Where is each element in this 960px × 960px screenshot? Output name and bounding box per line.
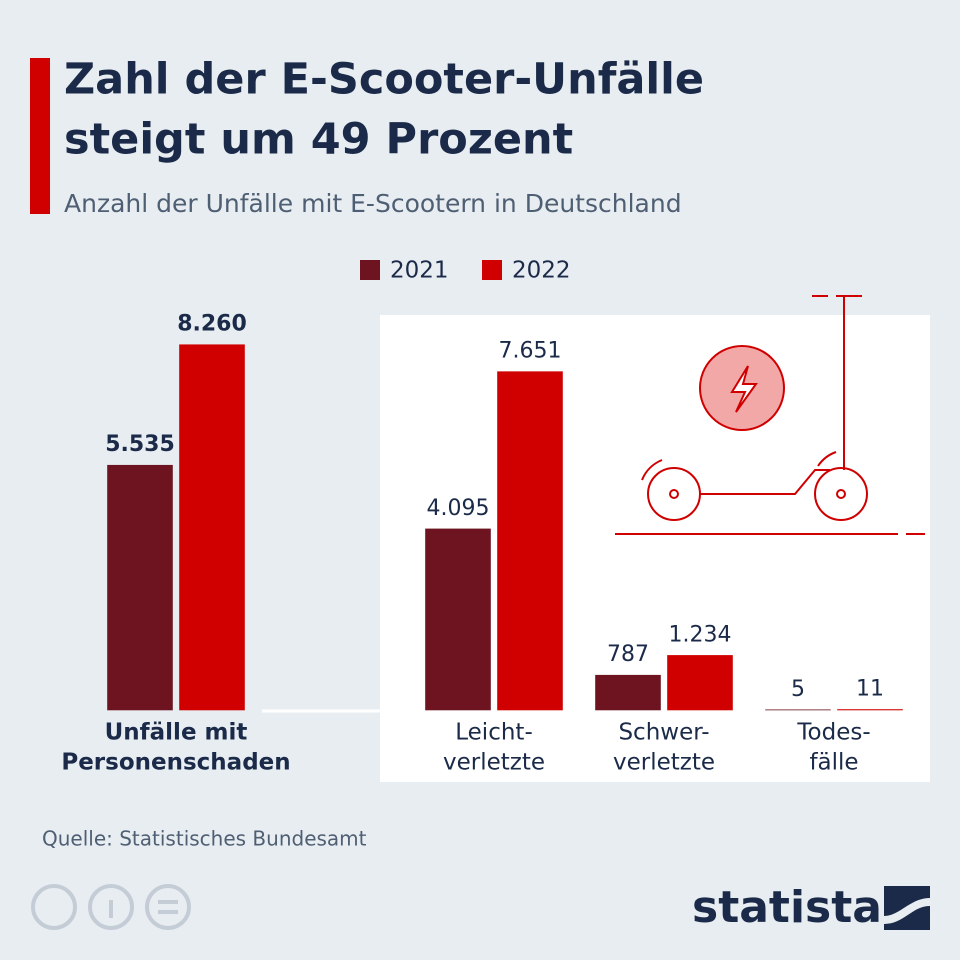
x-tick-label: Leicht-	[455, 720, 533, 746]
value-label: 787	[607, 642, 649, 667]
x-tick-label: Schwer-	[618, 720, 709, 746]
value-label: 5	[791, 677, 805, 702]
bar	[595, 674, 661, 711]
source: Quelle: Statistisches Bundesamt	[42, 827, 367, 851]
chart-subtitle: Anzahl der Unfälle mit E-Scootern in Deu…	[64, 189, 682, 218]
accent-bar	[30, 58, 50, 214]
value-label: 11	[856, 677, 884, 702]
chart-title: steigt um 49 Prozent	[64, 115, 573, 165]
chart-title: Zahl der E-Scooter-Unfälle	[64, 55, 704, 105]
bar	[425, 528, 491, 711]
brand: statista	[692, 882, 882, 933]
value-label: 8.260	[177, 312, 247, 337]
value-label: 5.535	[105, 432, 175, 457]
value-label: 4.095	[427, 496, 490, 521]
x-tick-label: Personenschaden	[61, 750, 290, 776]
bar	[667, 655, 733, 711]
bar	[497, 371, 563, 711]
x-tick-label: Unfälle mit	[105, 720, 248, 746]
x-tick-label: verletzte	[443, 750, 545, 776]
value-label: 7.651	[499, 339, 562, 364]
x-tick-label: verletzte	[613, 750, 715, 776]
bar	[107, 464, 173, 711]
x-tick-label: Todes-	[796, 720, 870, 746]
x-tick-label: fälle	[809, 750, 858, 776]
value-label: 1.234	[669, 622, 732, 647]
bar	[179, 344, 245, 711]
scooter-illustration	[615, 295, 925, 535]
legend-swatch	[482, 260, 502, 280]
legend-label: 2021	[390, 258, 449, 284]
license-icons	[31, 884, 191, 930]
brand-icon-wave	[884, 898, 930, 924]
legend-swatch	[360, 260, 380, 280]
legend-label: 2022	[512, 258, 571, 284]
